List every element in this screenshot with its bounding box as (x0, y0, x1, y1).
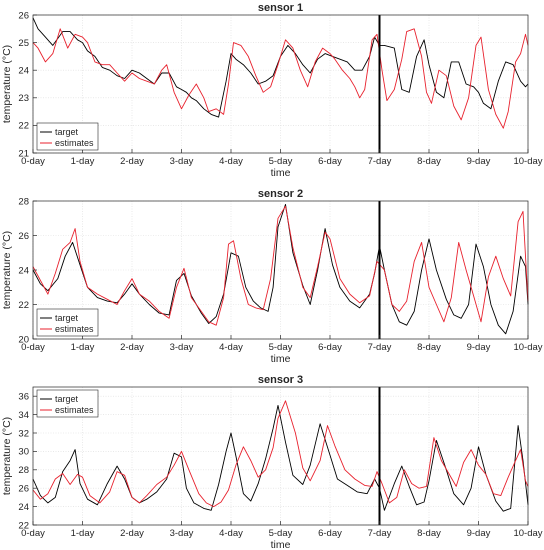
x-tick-label: 8-day (417, 342, 441, 353)
y-tick-label: 20 (18, 334, 29, 345)
series-line-target (32, 404, 529, 512)
x-tick-label: 5-day (269, 528, 293, 539)
chart-title: sensor 1 (258, 2, 303, 14)
x-tick-label: 8-day (417, 156, 441, 167)
x-tick-label: 9-day (467, 156, 491, 167)
subplot-sensor-1: 0-day 1-day 2-day 3-day 4-day 5-day 6-day 7-day… (1, 2, 543, 179)
y-tick-label: 22 (18, 520, 29, 531)
y-axis-label: temperature (°C) (1, 231, 13, 309)
x-tick-label: 5-day (269, 156, 293, 167)
x-tick-label: 6-day (318, 156, 342, 167)
x-tick-label: 7-day (368, 342, 392, 353)
y-tick-label: 32 (18, 428, 29, 439)
x-tick-label: 3-day (170, 528, 194, 539)
x-tick-label: 3-day (170, 156, 194, 167)
legend-label-target: target (55, 127, 79, 137)
y-tick-label: 26 (18, 231, 29, 242)
legend-label-estimates: estimates (55, 405, 94, 415)
x-tick-label: 2-day (120, 342, 144, 353)
x-tick-label: 4-day (219, 342, 243, 353)
x-tick-label: 10-day (513, 528, 542, 539)
chart-title: sensor 3 (258, 374, 303, 386)
series-line-estimates (32, 205, 529, 326)
legend-box (36, 389, 99, 418)
y-tick-label: 22 (18, 300, 29, 311)
x-tick-label: 1-day (71, 342, 95, 353)
series-line-estimates (32, 400, 529, 508)
x-axis-label: time (271, 539, 291, 550)
y-tick-label: 25 (18, 38, 29, 49)
y-tick-label: 26 (18, 484, 29, 495)
subplot-sensor-3: 0-day 1-day 2-day 3-day 4-day 5-day 6-day 7-day… (1, 374, 543, 550)
x-tick-label: 9-day (467, 528, 491, 539)
x-tick-label: 0-day (21, 528, 45, 539)
y-tick-label: 24 (18, 66, 29, 77)
x-axis-label: time (271, 353, 291, 365)
x-tick-label: 0-day (21, 342, 45, 353)
x-tick-label: 7-day (368, 528, 392, 539)
x-tick-label: 4-day (219, 156, 243, 167)
chart-title: sensor 2 (258, 188, 303, 200)
y-tick-label: 28 (18, 465, 29, 476)
y-axis-label: temperature (°C) (1, 45, 13, 123)
legend-label-estimates: estimates (55, 324, 94, 334)
y-tick-label: 24 (18, 502, 29, 513)
legend-box (36, 308, 99, 337)
subplot-sensor-2: 0-day 1-day 2-day 3-day 4-day 5-day 6-day 7-day… (1, 188, 543, 365)
x-tick-label: 2-day (120, 528, 144, 539)
legend-label-estimates: estimates (55, 138, 94, 148)
x-tick-label: 3-day (170, 342, 194, 353)
y-tick-label: 28 (18, 196, 29, 207)
x-tick-label: 1-day (71, 156, 95, 167)
x-axis-label: time (271, 167, 291, 179)
y-tick-label: 23 (18, 93, 29, 104)
y-tick-label: 22 (18, 121, 29, 132)
x-tick-label: 7-day (368, 156, 392, 167)
x-tick-label: 0-day (21, 156, 45, 167)
y-tick-label: 24 (18, 265, 29, 276)
x-tick-label: 2-day (120, 156, 144, 167)
x-tick-label: 1-day (71, 528, 95, 539)
legend-label-target: target (55, 313, 79, 323)
x-tick-label: 6-day (318, 342, 342, 353)
x-tick-label: 4-day (219, 528, 243, 539)
legend-label-target: target (55, 394, 79, 404)
x-tick-label: 10-day (513, 342, 542, 353)
y-axis-label: temperature (°C) (1, 417, 13, 495)
y-tick-label: 36 (18, 392, 29, 403)
x-tick-label: 10-day (513, 156, 542, 167)
x-tick-label: 5-day (269, 342, 293, 353)
x-tick-label: 9-day (467, 342, 491, 353)
x-tick-label: 8-day (417, 528, 441, 539)
y-tick-label: 21 (18, 148, 29, 159)
y-tick-label: 26 (18, 10, 29, 21)
y-tick-label: 34 (18, 410, 29, 421)
legend-box (36, 122, 99, 151)
x-tick-label: 6-day (318, 528, 342, 539)
series-line-estimates (32, 28, 529, 129)
y-tick-label: 30 (18, 447, 29, 458)
